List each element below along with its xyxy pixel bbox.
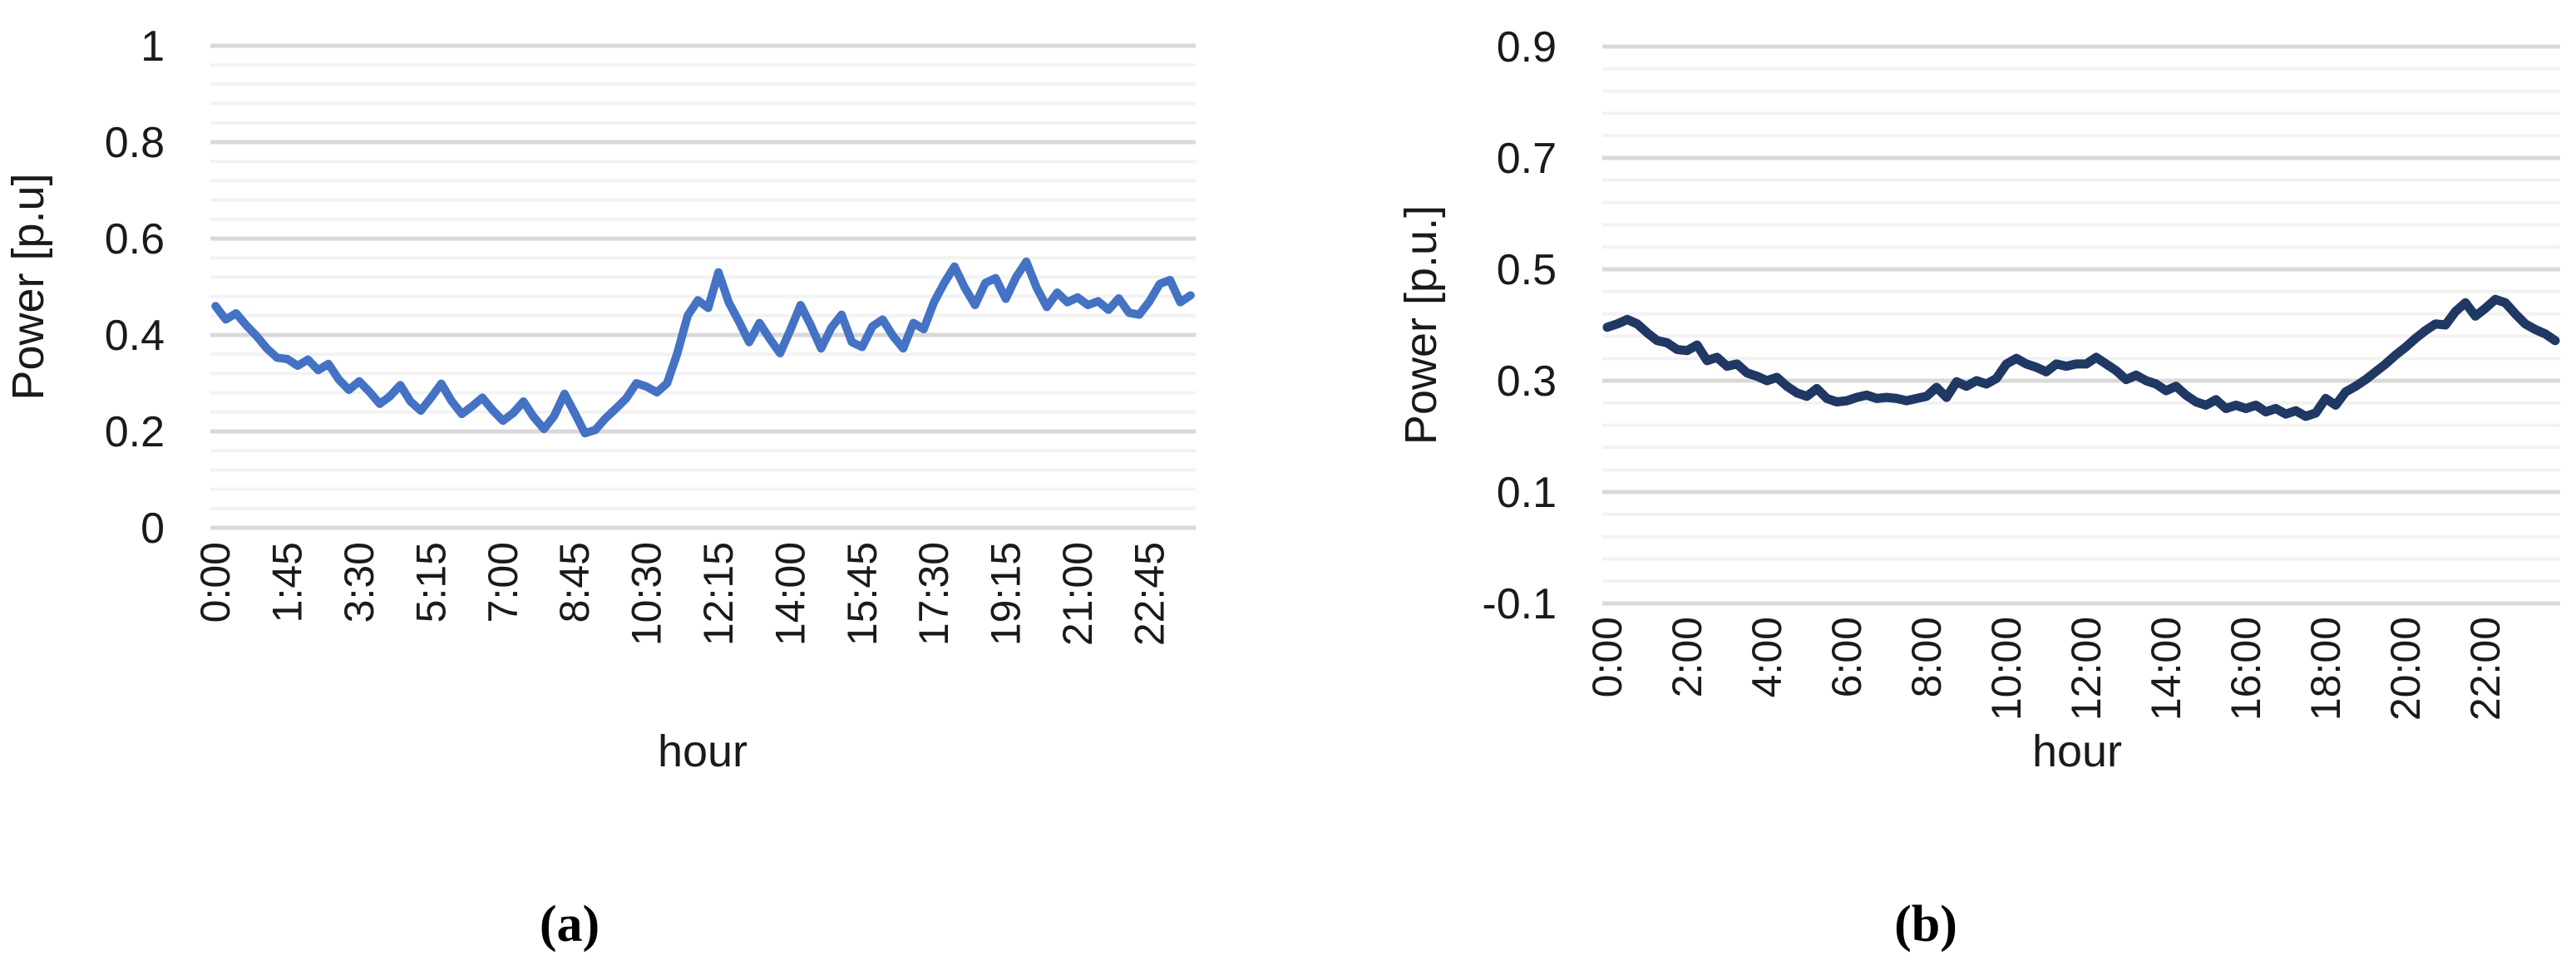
x-tick-label: 8:45 [551,542,598,623]
y-tick-label: 0.5 [1497,246,1557,294]
x-tick-label: 8:00 [1903,617,1950,697]
x-axis-title: hour [2032,726,2122,776]
y-tick-label: 0.4 [105,312,165,360]
x-tick-label: 14:00 [767,542,813,646]
x-tick-label: 10:00 [1983,617,2030,721]
y-tick-label: 0.9 [1497,23,1557,71]
y-tick-label: 0.6 [105,215,165,263]
charts-canvas: 1 0.8 0.6 0.4 0.2 0 0:00 1:45 3:30 5:15 7:00 8:45 10… [3,22,2560,776]
x-tick-label: 6:00 [1823,617,1870,697]
y-tick-label: 0.8 [105,119,165,167]
x-tick-label: 18:00 [2302,617,2349,721]
y-tick-label: 0.1 [1497,469,1557,517]
x-tick-label: 1:45 [264,542,311,623]
caption-b: (b) [1894,896,1957,953]
y-tick-label: 0.7 [1497,135,1557,183]
x-axis-title: hour [658,726,748,776]
x-tick-label: 16:00 [2223,617,2269,721]
caption-a: (a) [539,896,600,953]
line-chart-b: 0.9 0.7 0.5 0.3 0.1 -0.1 0:00 2:00 4:00 6:00 8:00 1… [1396,23,2560,776]
x-tick-label: 22:00 [2462,617,2509,721]
x-tick-label: 0:00 [192,542,239,623]
x-tick-label: 21:00 [1054,542,1101,646]
x-tick-label: 20:00 [2382,617,2429,721]
y-tick-label: 0 [141,505,165,553]
x-tick-label: 22:45 [1126,542,1172,646]
x-tick-label: 4:00 [1744,617,1790,697]
y-tick-label: 0.3 [1497,357,1557,406]
x-tick-label: 12:15 [695,542,742,646]
y-tick-label: 1 [141,22,165,71]
x-tick-label: 19:15 [983,542,1029,646]
power-series-line [211,257,1195,438]
x-tick-label: 5:15 [407,542,454,623]
x-tick-label: 17:30 [910,542,957,646]
y-axis-title: Power [p.u] [3,173,53,400]
x-tick-label: 7:00 [480,542,526,623]
y-tick-label: 0.2 [105,408,165,456]
x-tick-label: 10:30 [624,542,670,646]
x-tick-label: 15:45 [839,542,886,646]
x-tick-label: 3:30 [336,542,382,623]
x-tick-label: 12:00 [2063,617,2110,721]
power-series-line [1602,294,2560,421]
x-tick-label: 0:00 [1584,617,1631,697]
x-tick-label: 2:00 [1664,617,1710,697]
line-chart-a: 1 0.8 0.6 0.4 0.2 0 0:00 1:45 3:30 5:15 7:00 8:45 10… [3,22,1196,776]
y-tick-label: -0.1 [1482,580,1557,628]
x-tick-label: 14:00 [2143,617,2189,721]
y-axis-title: Power [p.u.] [1396,205,1446,445]
